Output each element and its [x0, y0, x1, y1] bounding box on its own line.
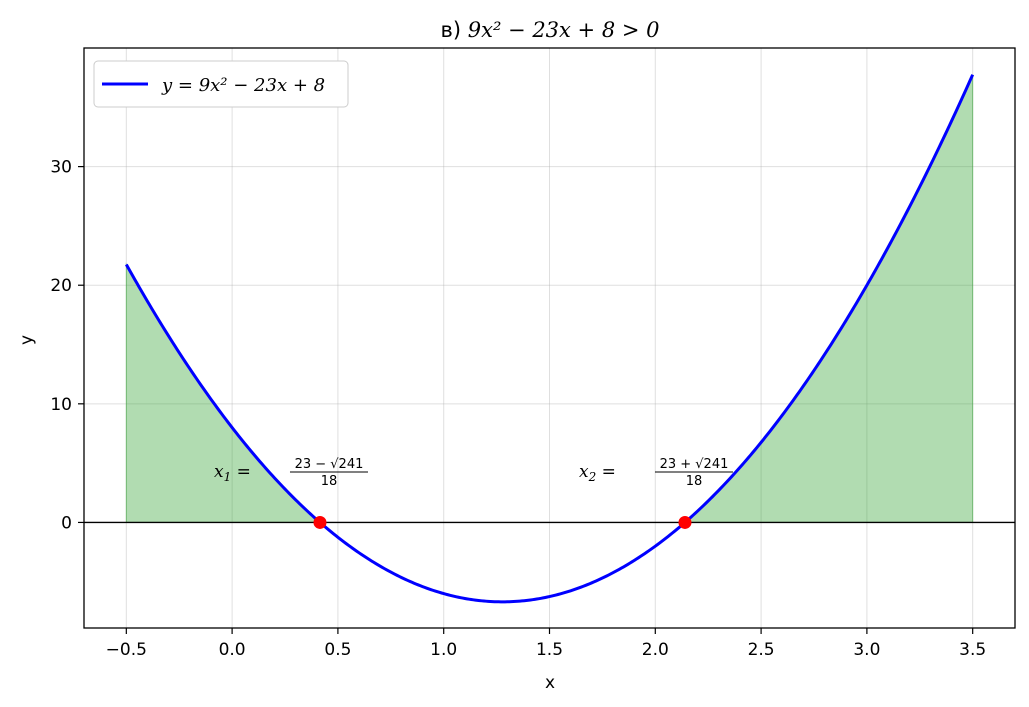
root-label: x1 = — [214, 462, 251, 484]
root-label: x2 = — [579, 462, 616, 484]
root-marker — [313, 515, 327, 529]
y-tick-label: 10 — [50, 395, 72, 415]
x-tick-label: 2.5 — [748, 640, 775, 660]
y-tick-label: 0 — [61, 513, 72, 533]
root-marker — [678, 515, 692, 529]
y-tick-label: 30 — [50, 158, 72, 178]
x-tick-label: −0.5 — [106, 640, 147, 660]
legend-label: y = 9x² − 23x + 8 — [161, 75, 325, 96]
y-axis-label: y — [17, 335, 37, 345]
x-tick-label: 1.5 — [536, 640, 563, 660]
x-tick-label: 0.0 — [219, 640, 246, 660]
y-tick-label: 20 — [50, 276, 72, 296]
root-label-numerator: 23 + √241 — [660, 457, 729, 472]
root-label-numerator: 23 − √241 — [295, 457, 364, 472]
x-tick-label: 3.0 — [853, 640, 880, 660]
roots-layer: x1 = 23 − √241 18 x2 = 23 + √241 18 — [214, 457, 733, 529]
parabola-line — [125, 74, 975, 604]
legend: y = 9x² − 23x + 8 — [93, 60, 349, 108]
x-axis-label: x — [545, 673, 555, 693]
root-label-denominator: 18 — [686, 474, 703, 489]
root-label-denominator: 18 — [321, 474, 338, 489]
x-tick-label: 1.0 — [430, 640, 457, 660]
title-prefix: в) — [441, 18, 468, 42]
x-tick-label: 3.5 — [959, 640, 986, 660]
ticks-layer: −0.5 0.0 0.5 1.0 1.5 2.0 2.5 3.0 3.5 0 10 20 30 — [50, 158, 986, 660]
legend-box — [93, 60, 349, 108]
x-tick-label: 2.0 — [642, 640, 669, 660]
x-tick-label: 0.5 — [324, 640, 351, 660]
positive-region-right — [684, 74, 974, 523]
title-math: 9x² − 23x + 8 > 0 — [468, 18, 660, 42]
chart-title: в) 9x² − 23x + 8 > 0 — [441, 18, 660, 42]
